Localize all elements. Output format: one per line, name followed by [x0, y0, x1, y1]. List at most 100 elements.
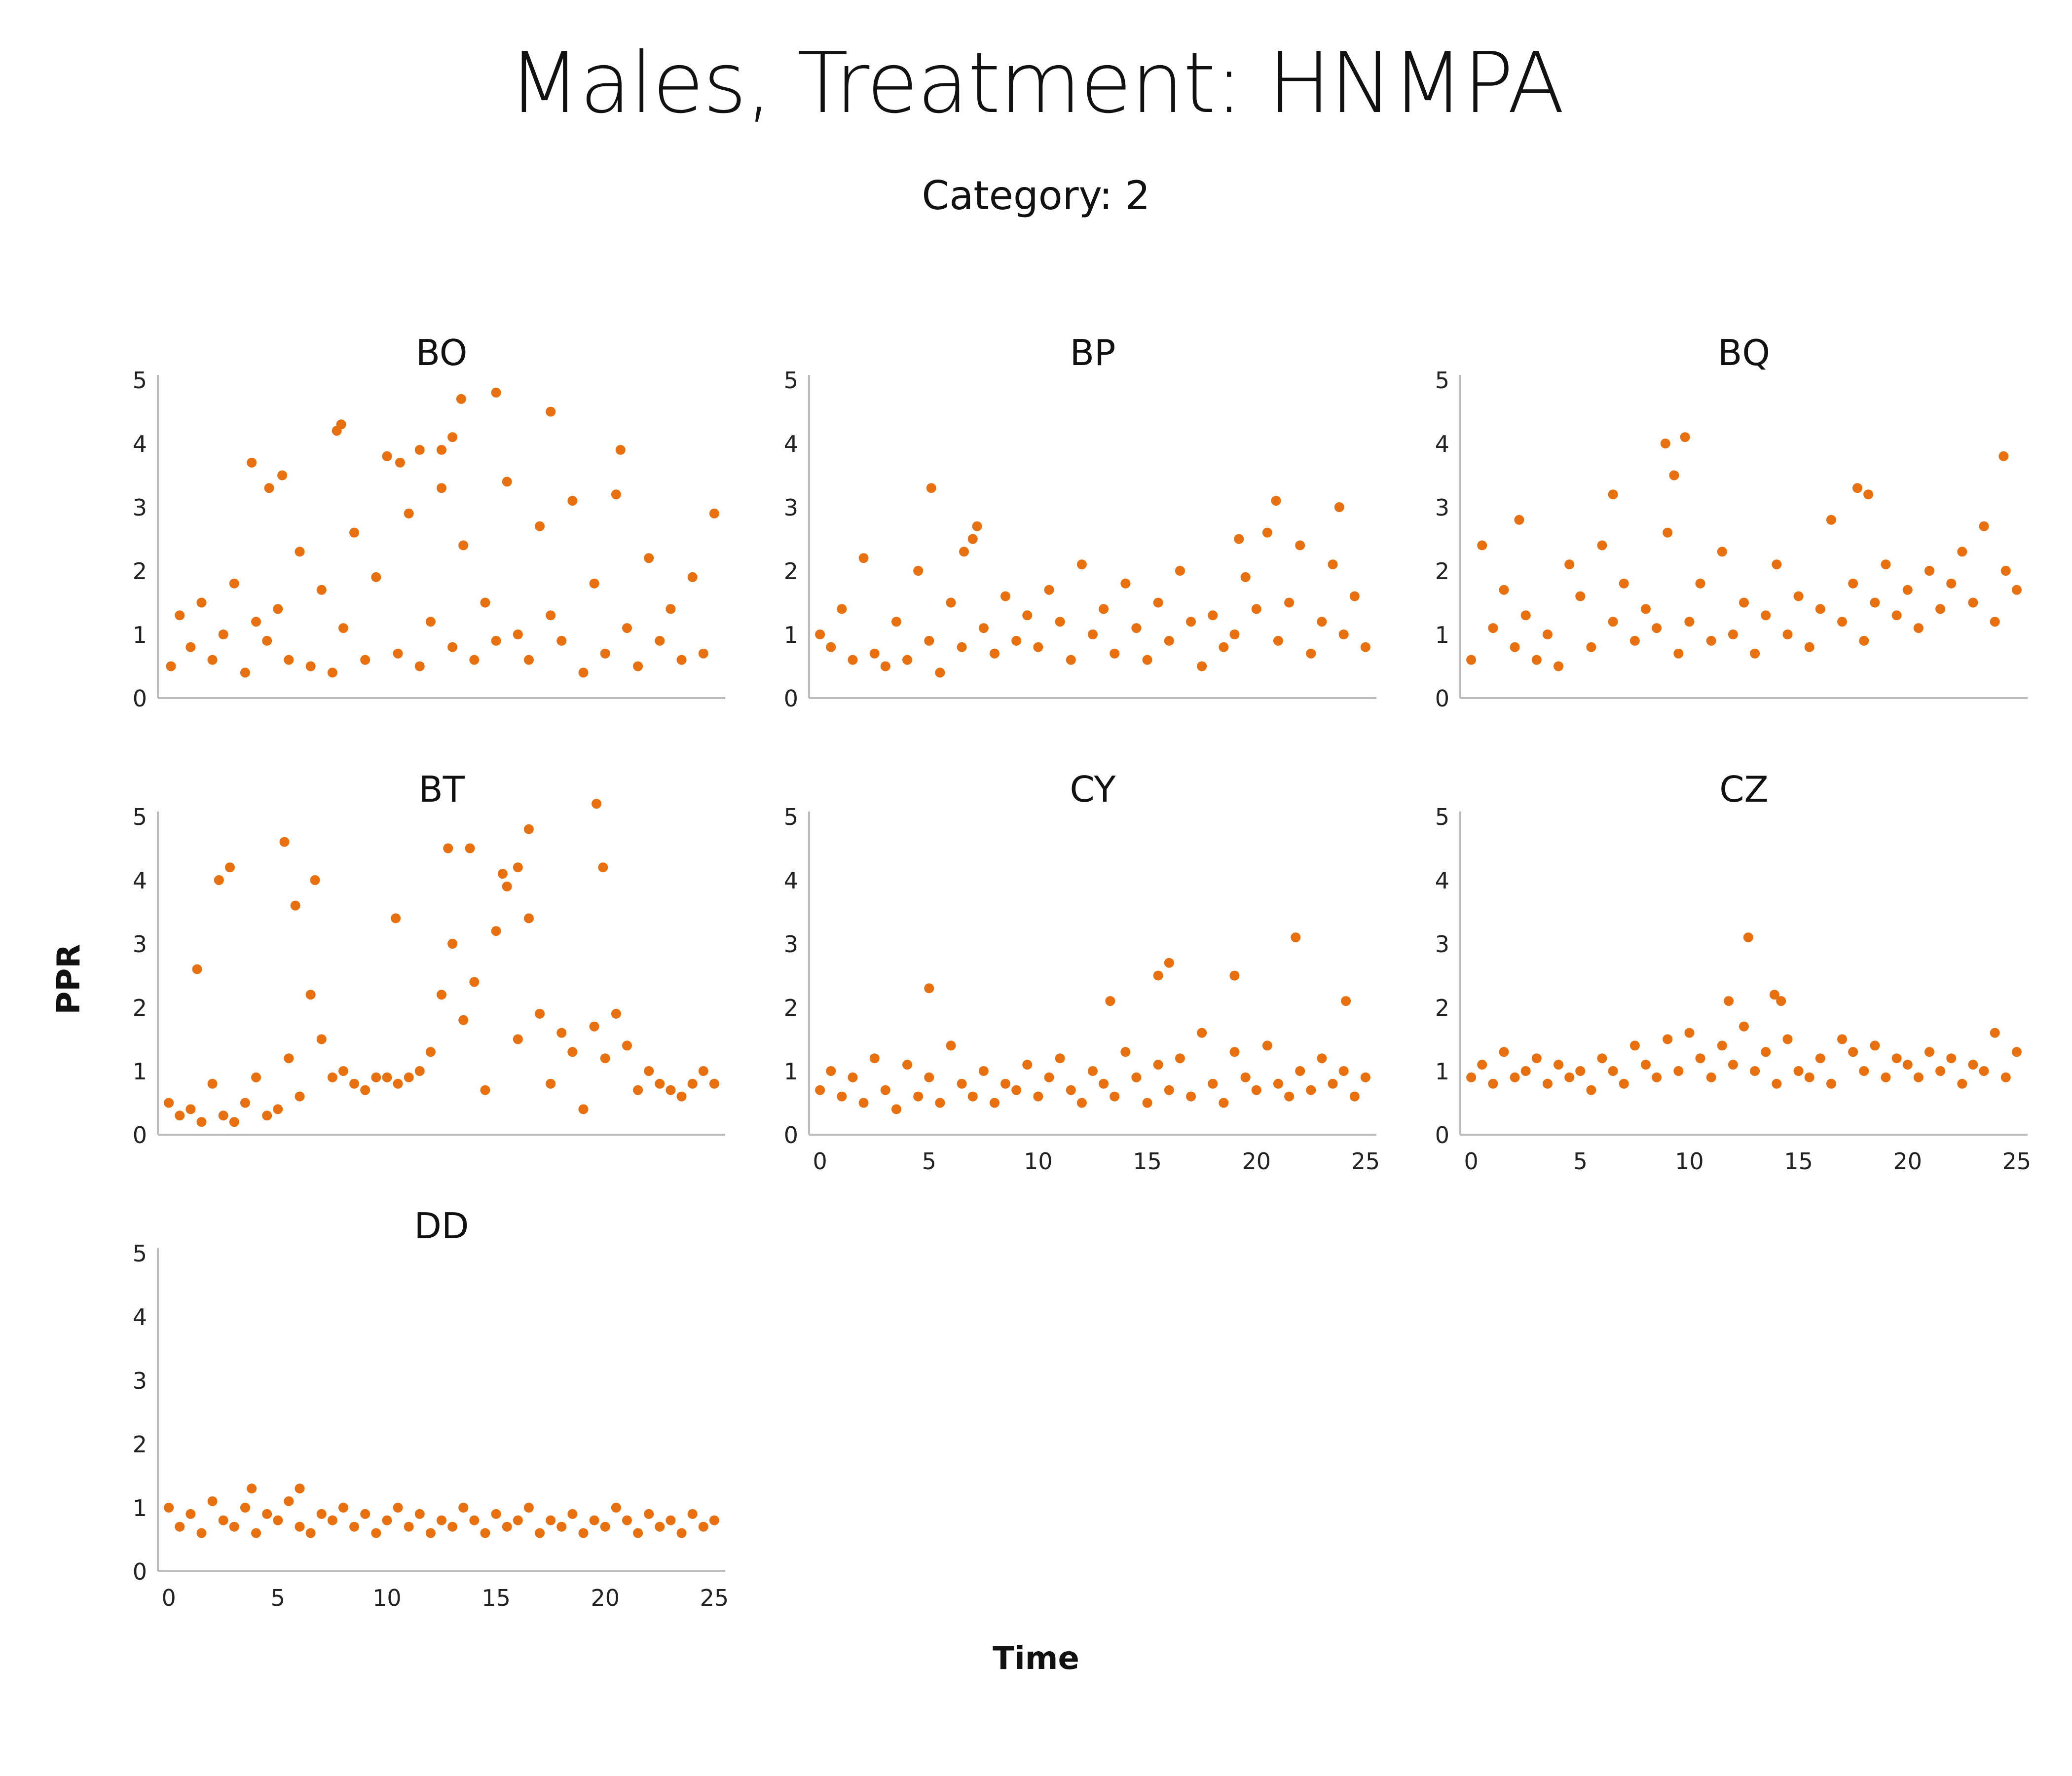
data-point [393, 648, 403, 659]
panel-title: BQ [1718, 332, 1770, 373]
data-point [1979, 1066, 1989, 1076]
data-point [1328, 559, 1338, 570]
data-point [229, 578, 239, 589]
data-point [1131, 1072, 1142, 1082]
data-point [924, 983, 934, 994]
data-point [902, 655, 913, 665]
y-tick-label: 5 [1435, 804, 1449, 830]
data-point [935, 1098, 945, 1108]
data-point [1586, 642, 1596, 652]
data-point [2000, 566, 2011, 576]
data-point [1684, 1028, 1695, 1038]
data-point [567, 1509, 578, 1519]
y-tick-label: 3 [1435, 931, 1449, 958]
data-point [262, 1509, 272, 1519]
data-point [615, 444, 626, 455]
data-point [491, 1509, 501, 1519]
data-point [622, 623, 632, 633]
data-point [1826, 515, 1836, 525]
data-point [578, 1104, 589, 1114]
data-point [1271, 496, 1281, 506]
data-point [502, 477, 512, 487]
data-point [1608, 1066, 1618, 1076]
data-point [926, 483, 936, 493]
data-point [295, 1091, 305, 1102]
x-tick-label: 20 [1242, 1148, 1271, 1175]
x-tick-label: 5 [1573, 1148, 1588, 1175]
data-point [1769, 990, 1779, 1000]
data-point [273, 1104, 283, 1114]
data-point [1349, 1091, 1360, 1102]
data-point [1284, 597, 1295, 608]
data-point [1554, 1060, 1564, 1070]
data-point [1295, 1066, 1305, 1076]
data-point [327, 667, 337, 678]
data-point [338, 1066, 348, 1076]
data-point [447, 939, 458, 949]
y-tick-label: 2 [1435, 558, 1449, 585]
data-point [1728, 629, 1738, 639]
y-tick-label: 1 [133, 1495, 147, 1521]
data-point [1891, 610, 1902, 621]
panel-cy: CY 0 1 2 3 4 5 0 5 10 15 20 25 [784, 769, 1380, 1175]
data-point [295, 1521, 305, 1532]
data-point [848, 655, 858, 665]
data-point [556, 1028, 567, 1038]
data-point [1000, 1078, 1011, 1089]
y-tick-label: 3 [133, 931, 147, 958]
data-point [240, 1503, 250, 1513]
data-point [1669, 470, 1679, 481]
data-point [1684, 617, 1695, 627]
data-point [698, 1066, 708, 1076]
data-point [185, 1509, 196, 1519]
data-point [469, 655, 480, 665]
data-point [1360, 1072, 1370, 1082]
data-point [1575, 1066, 1586, 1076]
data-point [523, 824, 534, 834]
data-point [1120, 1047, 1131, 1057]
data-point [1022, 1060, 1033, 1070]
data-point [513, 862, 523, 873]
data-point [480, 597, 490, 608]
data-point [1750, 648, 1760, 659]
x-tick-label: 20 [1893, 1148, 1922, 1175]
data-point [224, 862, 235, 873]
data-point [924, 635, 934, 646]
panel-bp: BP 0 1 2 3 4 5 [784, 332, 1376, 712]
y-tick-label: 5 [133, 1240, 147, 1267]
data-point [1629, 635, 1640, 646]
data-point [546, 610, 556, 621]
data-point [1514, 515, 1524, 525]
data-point [1153, 597, 1163, 608]
data-point [957, 1078, 967, 1089]
data-point [826, 642, 836, 652]
data-point [622, 1040, 632, 1051]
data-point [295, 1483, 305, 1494]
data-point [523, 655, 534, 665]
data-point [1229, 970, 1240, 981]
data-point [414, 1066, 425, 1076]
data-point [1706, 1072, 1716, 1082]
panel-title: BP [1070, 332, 1116, 373]
data-point [338, 1503, 348, 1513]
data-point [1142, 1098, 1152, 1108]
data-point [1033, 642, 1043, 652]
data-point [666, 1085, 676, 1095]
data-point [443, 843, 453, 853]
data-point [251, 617, 261, 627]
data-point [338, 623, 348, 633]
data-point [1652, 623, 1662, 633]
x-tick-label: 5 [271, 1585, 285, 1611]
data-point [1739, 1021, 1749, 1032]
data-point [676, 1528, 687, 1538]
y-tick-label: 0 [1435, 1122, 1449, 1148]
data-point [207, 655, 218, 665]
data-point [214, 875, 224, 885]
data-point [1262, 527, 1272, 538]
data-point [1848, 578, 1858, 589]
y-tick-label: 1 [133, 622, 147, 648]
data-point [1164, 635, 1174, 646]
data-point [1175, 566, 1185, 576]
x-tick-label: 0 [1464, 1148, 1478, 1175]
